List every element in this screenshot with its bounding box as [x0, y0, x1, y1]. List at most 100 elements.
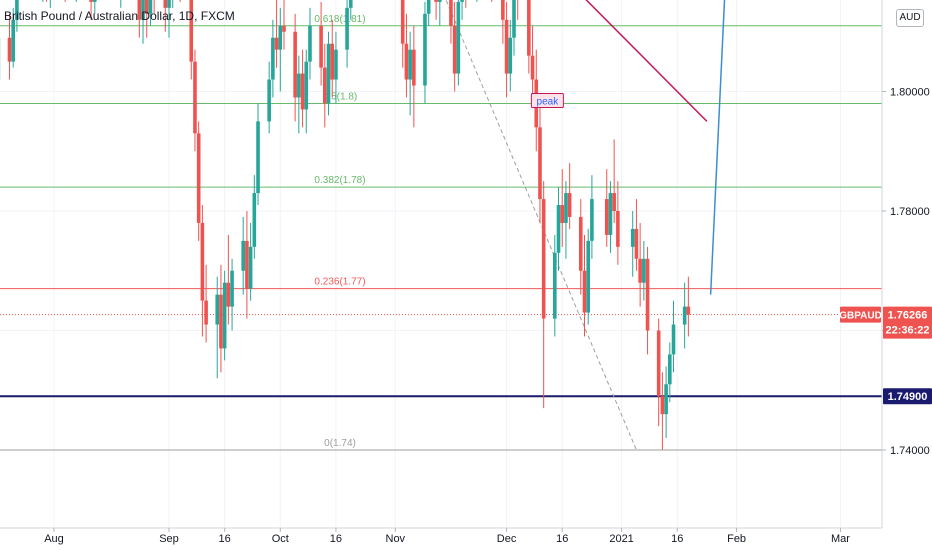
candle-body	[553, 252, 557, 319]
candle-body	[412, 49, 416, 86]
countdown-text: 22:36:22	[885, 325, 929, 337]
candle-body	[222, 282, 227, 349]
candle-body	[245, 240, 249, 289]
candle-body	[282, 25, 286, 32]
candle-body	[686, 306, 691, 315]
price-tick-label: 1.80000	[890, 87, 930, 99]
price-line-tag-text: 1.74900	[888, 391, 928, 403]
candle-body	[645, 258, 650, 331]
candle-body	[11, 19, 15, 62]
candle-body	[556, 205, 561, 253]
time-tick-label: 16	[671, 533, 683, 545]
time-tick-label: Sep	[159, 533, 179, 545]
fib-level-label: 0.618(1.81)	[314, 14, 365, 25]
time-tick-label: Oct	[272, 533, 289, 545]
trendline	[585, 0, 708, 122]
candle-body	[215, 294, 220, 325]
candle-body	[196, 133, 201, 223]
candle-body	[452, 25, 457, 74]
candle-body	[508, 37, 513, 74]
candle-body	[682, 306, 687, 325]
candle-body	[256, 121, 260, 194]
candle-body	[527, 0, 531, 56]
candle-body	[326, 43, 331, 104]
arrow-shaft	[709, 0, 726, 295]
candle-body	[89, 0, 93, 2]
price-tick-label: 1.78000	[890, 206, 930, 218]
chart-title: British Pound / Australian Dollar, 1D, F…	[4, 9, 235, 23]
candle-body	[93, 0, 97, 2]
candle-body	[541, 199, 546, 319]
time-tick-label: Nov	[386, 533, 406, 545]
candle-body	[304, 61, 309, 110]
fib-level-label: 0.5(1.8)	[323, 91, 357, 102]
fib-level-label: 0(1.74)	[324, 438, 356, 449]
candle-body	[319, 25, 323, 68]
candle-body	[323, 67, 327, 104]
trendlines	[445, 0, 708, 451]
price-tick-label: 1.74000	[890, 445, 930, 457]
candle-body	[590, 199, 594, 241]
candle-body	[267, 79, 271, 122]
candle-body	[564, 193, 568, 223]
candle-body	[664, 384, 668, 415]
candle-body	[226, 282, 231, 307]
time-tick-label: 16	[219, 533, 231, 545]
candle-body	[271, 37, 275, 80]
candle-body	[7, 37, 12, 62]
currency-button[interactable]: AUD	[896, 9, 924, 27]
candle-body	[638, 258, 642, 283]
candle-body	[400, 0, 405, 44]
candle-body	[334, 49, 338, 80]
projection-arrows	[709, 0, 726, 295]
candle-body	[538, 127, 542, 200]
annotation-text: peak	[537, 96, 560, 107]
candle-body	[567, 193, 572, 217]
candle-body	[144, 0, 149, 14]
candle-body	[330, 43, 335, 80]
candle-body	[642, 258, 646, 283]
candle-body	[219, 294, 223, 349]
fib-level-label: 0.382(1.78)	[314, 175, 365, 186]
candle-body	[163, 0, 168, 8]
candle-body	[578, 216, 583, 271]
candle-body	[612, 193, 616, 211]
candle-body	[348, 0, 353, 8]
candle-body	[252, 193, 257, 247]
current-price-text: 1.76266	[888, 310, 928, 322]
symbol-tag	[840, 306, 881, 323]
candle-body	[630, 228, 635, 247]
candle-body	[671, 324, 676, 355]
trendline	[445, 0, 637, 451]
candle-body	[501, 0, 505, 20]
candle-body	[616, 211, 620, 247]
candle-body	[148, 0, 153, 14]
candle-body	[189, 0, 194, 62]
candle-body	[167, 0, 171, 8]
candle-body	[438, 0, 442, 2]
time-axis-bg	[0, 528, 932, 550]
time-tick-label: Dec	[497, 533, 517, 545]
candle-body	[297, 73, 301, 98]
current-price-tag	[883, 306, 932, 339]
candle-body	[530, 55, 535, 80]
candle-body	[193, 61, 197, 134]
candle-body	[434, 0, 438, 2]
candle-body	[560, 205, 565, 223]
candle-body	[200, 222, 205, 301]
time-tick-label: Aug	[44, 533, 64, 545]
time-tick-label: Feb	[727, 533, 746, 545]
annotation-box	[530, 92, 564, 108]
candle-body	[404, 43, 409, 80]
candle-body	[248, 246, 253, 289]
time-tick-label: 2021	[609, 533, 633, 545]
time-tick-label: 16	[556, 533, 568, 545]
candle-body	[141, 0, 145, 20]
candle-body	[278, 25, 283, 50]
candle-body	[656, 330, 661, 397]
candle-body	[408, 49, 412, 80]
candle-body	[308, 25, 312, 62]
candle-body	[426, 0, 431, 14]
